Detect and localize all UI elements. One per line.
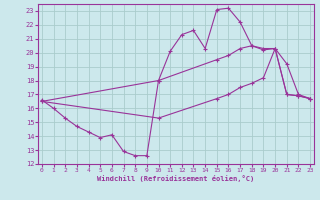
X-axis label: Windchill (Refroidissement éolien,°C): Windchill (Refroidissement éolien,°C) — [97, 175, 255, 182]
